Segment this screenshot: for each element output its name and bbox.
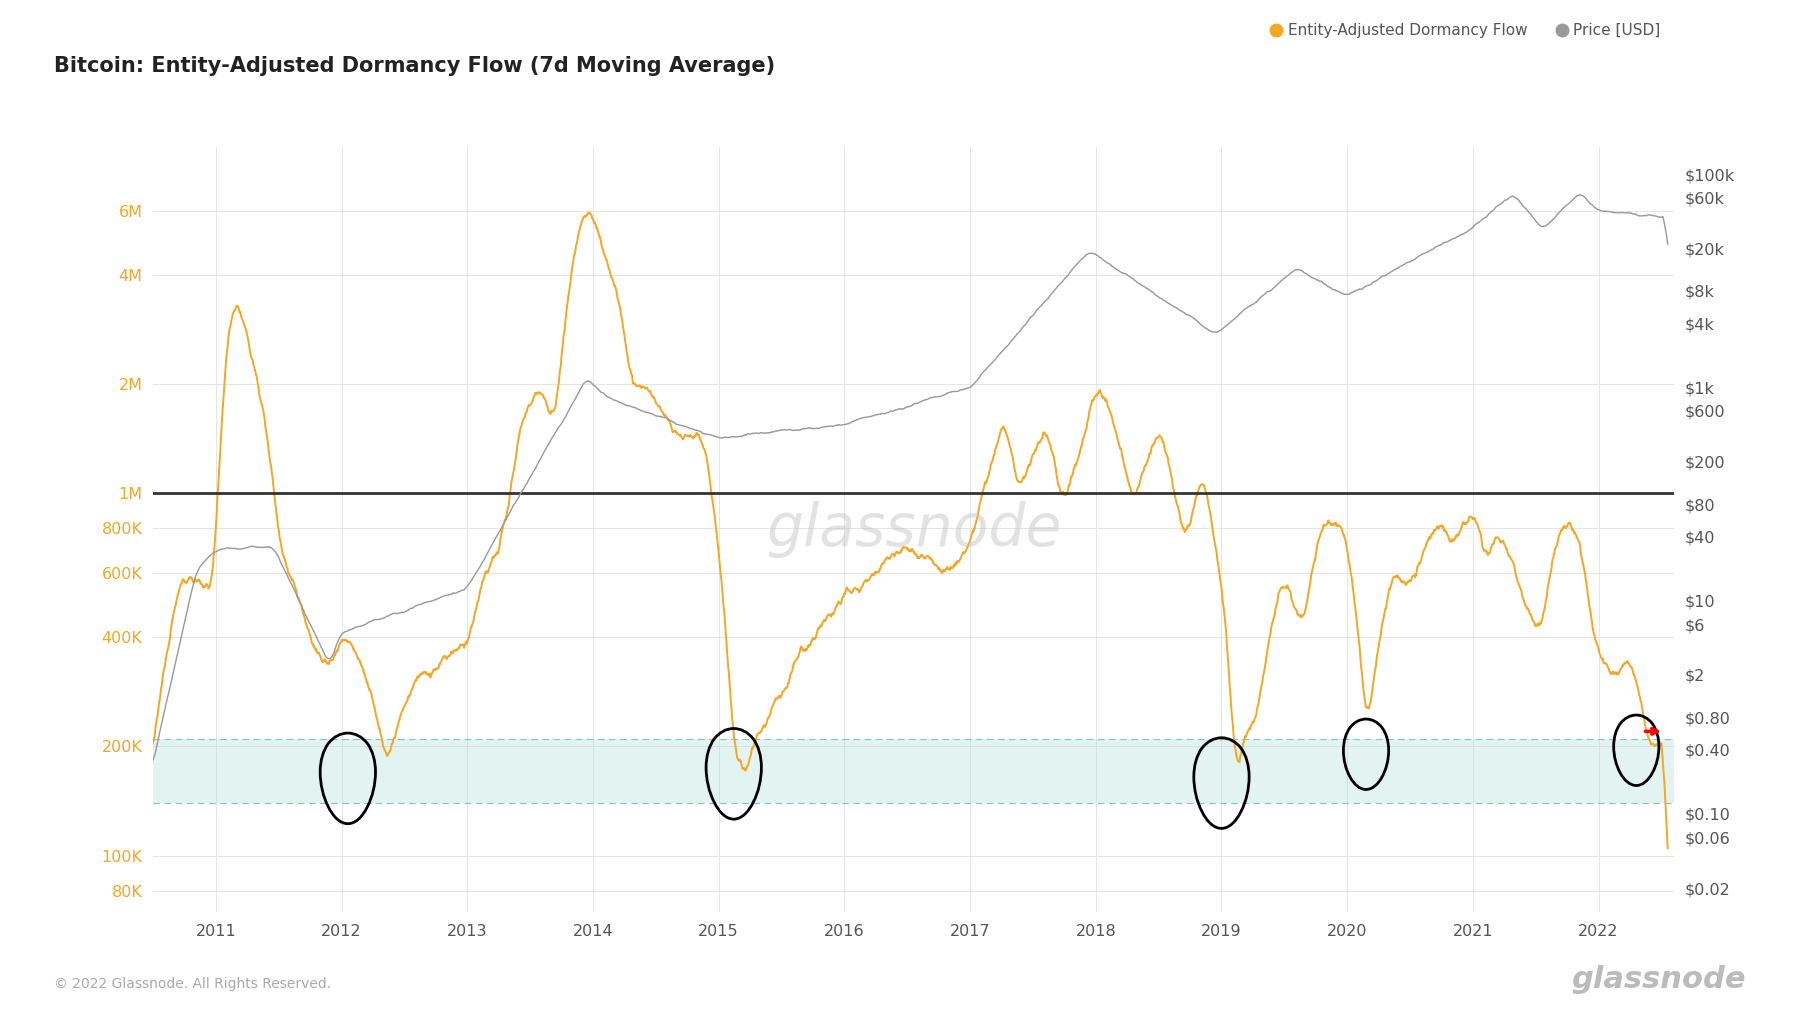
Text: glassnode: glassnode — [765, 500, 1062, 558]
Text: Bitcoin: Entity-Adjusted Dormancy Flow (7d Moving Average): Bitcoin: Entity-Adjusted Dormancy Flow (… — [54, 56, 776, 76]
Bar — [153, 738, 1674, 802]
Text: glassnode: glassnode — [1571, 964, 1746, 994]
Text: © 2022 Glassnode. All Rights Reserved.: © 2022 Glassnode. All Rights Reserved. — [54, 977, 331, 991]
Legend: Entity-Adjusted Dormancy Flow, Price [USD]: Entity-Adjusted Dormancy Flow, Price [US… — [1265, 17, 1667, 45]
